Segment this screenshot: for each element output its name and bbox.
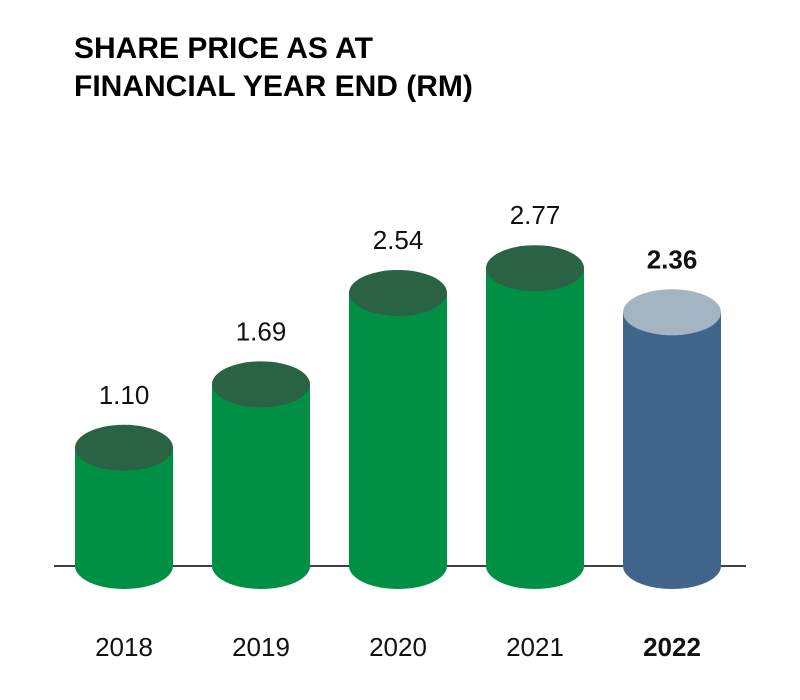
value-label-2021: 2.77	[510, 200, 561, 230]
bar-2018	[75, 424, 173, 589]
bar-body-2018	[75, 447, 173, 589]
bar-top-2020	[349, 269, 447, 316]
bar-2020	[349, 269, 447, 589]
bar-body-2019	[212, 384, 310, 589]
category-label-2019: 2019	[232, 632, 290, 662]
bar-top-2021	[486, 245, 584, 292]
chart-title: SHARE PRICE AS AT FINANCIAL YEAR END (RM…	[74, 30, 473, 106]
category-label-2022: 2022	[643, 632, 701, 662]
bar-top-2019	[212, 361, 310, 408]
chart-title-line-1: SHARE PRICE AS AT	[74, 32, 373, 65]
category-label-2020: 2020	[369, 632, 427, 662]
chart-title-line-2: FINANCIAL YEAR END (RM)	[74, 70, 473, 103]
value-label-2019: 1.69	[236, 316, 287, 346]
value-label-2022: 2.36	[647, 244, 698, 274]
bar-body-2020	[349, 292, 447, 589]
category-label-2021: 2021	[506, 632, 564, 662]
bar-top-2018	[75, 424, 173, 471]
bar-body-2021	[486, 268, 584, 589]
value-label-2020: 2.54	[373, 225, 424, 255]
bar-2022	[623, 289, 721, 589]
category-label-2018: 2018	[95, 632, 153, 662]
value-label-2018: 1.10	[99, 380, 150, 410]
bar-body-2022	[623, 312, 721, 589]
bar-top-2022	[623, 289, 721, 336]
bar-2021	[486, 245, 584, 589]
bar-2019	[212, 361, 310, 589]
